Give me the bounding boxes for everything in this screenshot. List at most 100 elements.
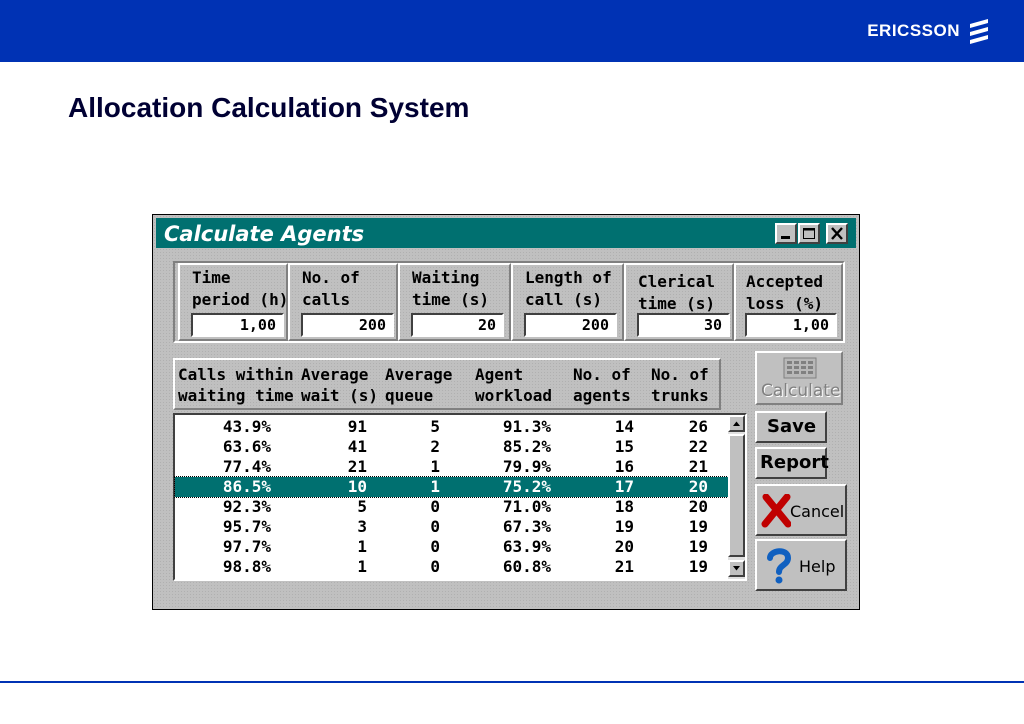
col-no-of-trunks-1: No. of <box>651 365 709 384</box>
col-average-queue-1: Average <box>385 365 453 384</box>
table-cell: 20 <box>688 497 708 516</box>
table-cell: 91.3% <box>502 417 551 436</box>
scroll-up-button[interactable] <box>728 415 745 432</box>
table-cell: 86.5% <box>222 477 271 496</box>
time-period-field: Time period (h) 1,00 <box>178 263 288 341</box>
cancel-button[interactable]: Cancel <box>755 484 847 536</box>
report-button[interactable]: Report <box>755 447 829 479</box>
table-cell: 91 <box>347 417 367 436</box>
dialog-title: Calculate Agents <box>164 222 365 246</box>
col-agent-workload: Agent workload <box>475 364 552 406</box>
table-cell: 14 <box>614 417 634 436</box>
table-cell: 0 <box>430 537 440 556</box>
time-period-label: Time period (h) <box>192 267 288 311</box>
table-cell: 43.9% <box>222 417 271 436</box>
table-cell: 75.2% <box>502 477 551 496</box>
scroll-thumb[interactable] <box>728 434 745 557</box>
waiting-time-label: Waiting time (s) <box>412 267 489 311</box>
vertical-scrollbar[interactable] <box>728 415 745 579</box>
cancel-x-icon <box>761 494 791 528</box>
table-cell: 0 <box>430 497 440 516</box>
call-length-label-2: call (s) <box>525 290 603 309</box>
table-cell: 16 <box>614 457 634 476</box>
minimize-button[interactable] <box>775 223 797 244</box>
no-of-calls-label: No. of calls <box>302 267 360 311</box>
dialog-titlebar[interactable]: Calculate Agents <box>156 218 856 248</box>
results-list[interactable]: 43.9% 91 5 91.3% 14 26 63.6% 41 2 85.2% 15 22 77.4% 2… <box>173 413 747 581</box>
input-parameters-panel: Time period (h) 1,00 No. of calls 200 Wait… <box>173 261 845 343</box>
table-row[interactable]: 86.5% 10 1 75.2% 17 20 <box>174 476 729 498</box>
col-average-queue: Average queue <box>385 364 452 406</box>
table-row[interactable]: 43.9% 91 5 91.3% 14 26 <box>175 417 728 437</box>
help-question-icon <box>767 548 792 584</box>
table-cell: 5 <box>430 417 440 436</box>
col-no-of-agents-2: agents <box>573 386 631 405</box>
table-cell: 26 <box>688 417 708 436</box>
waiting-time-label-2: time (s) <box>412 290 490 309</box>
call-length-label-1: Length of <box>525 268 612 287</box>
col-average-wait: Average wait (s) <box>301 364 378 406</box>
footer-rule <box>0 681 1024 683</box>
maximize-button[interactable] <box>798 223 820 244</box>
no-of-calls-input[interactable]: 200 <box>301 313 394 337</box>
table-cell: 97.7% <box>222 537 271 556</box>
table-cell: 41 <box>347 437 367 456</box>
accepted-loss-input[interactable]: 1,00 <box>745 313 837 337</box>
help-button[interactable]: Help <box>755 539 847 591</box>
table-cell: 63.9% <box>502 537 551 556</box>
col-agent-workload-1: Agent <box>475 365 524 384</box>
table-row[interactable]: 95.7% 3 0 67.3% 19 19 <box>175 517 728 537</box>
col-average-queue-2: queue <box>385 386 434 405</box>
ericsson-logo: ERICSSON <box>867 18 990 44</box>
col-no-of-trunks-2: trunks <box>651 386 709 405</box>
clerical-time-label: Clerical time (s) <box>638 271 715 315</box>
table-cell: 19 <box>688 517 708 536</box>
table-cell: 2 <box>430 437 440 456</box>
table-row[interactable]: 77.4% 21 1 79.9% 16 21 <box>175 457 728 477</box>
accepted-loss-label: Accepted loss (%) <box>746 271 823 315</box>
table-row[interactable]: 63.6% 41 2 85.2% 15 22 <box>175 437 728 457</box>
help-label: Help <box>799 557 836 576</box>
table-cell: 15 <box>614 437 634 456</box>
table-cell: 71.0% <box>502 497 551 516</box>
table-cell: 77.4% <box>222 457 271 476</box>
clerical-time-label-2: time (s) <box>638 294 716 313</box>
arrow-up-icon <box>733 421 740 426</box>
clerical-time-input[interactable]: 30 <box>637 313 730 337</box>
table-cell: 0 <box>430 517 440 536</box>
save-label: Save <box>767 416 817 437</box>
table-row[interactable]: 92.3% 5 0 71.0% 18 20 <box>175 497 728 517</box>
report-label: Report <box>760 452 829 473</box>
call-length-label: Length of call (s) <box>525 267 612 311</box>
table-cell: 21 <box>347 457 367 476</box>
arrow-down-icon <box>733 566 740 571</box>
table-cell: 21 <box>688 457 708 476</box>
no-of-calls-label-2: calls <box>302 290 351 309</box>
table-cell: 85.2% <box>502 437 551 456</box>
calculate-button[interactable]: Calculate <box>755 351 843 405</box>
table-cell: 20 <box>614 537 634 556</box>
waiting-time-input[interactable]: 20 <box>411 313 504 337</box>
table-cell: 1 <box>430 457 440 476</box>
table-cell: 20 <box>688 477 708 496</box>
waiting-time-label-1: Waiting <box>412 268 480 287</box>
scroll-down-button[interactable] <box>728 560 745 577</box>
col-no-of-trunks: No. of trunks <box>651 364 709 406</box>
table-row[interactable]: 98.8% 1 0 60.8% 21 19 <box>175 557 728 577</box>
close-icon <box>831 227 843 240</box>
maximize-icon <box>803 228 815 239</box>
table-cell: 18 <box>614 497 634 516</box>
call-length-input[interactable]: 200 <box>524 313 617 337</box>
table-cell: 0 <box>430 557 440 576</box>
time-period-input[interactable]: 1,00 <box>191 313 284 337</box>
accepted-loss-label-1: Accepted <box>746 272 824 291</box>
save-button[interactable]: Save <box>755 411 827 443</box>
col-calls-within-2: waiting time <box>178 386 294 405</box>
logo-text: ERICSSON <box>867 21 960 40</box>
close-button[interactable] <box>826 223 848 244</box>
table-cell: 10 <box>347 477 367 496</box>
table-row[interactable]: 97.7% 1 0 63.9% 20 19 <box>175 537 728 557</box>
table-cell: 98.8% <box>222 557 271 576</box>
table-cell: 60.8% <box>502 557 551 576</box>
time-period-label-1: Time <box>192 268 231 287</box>
